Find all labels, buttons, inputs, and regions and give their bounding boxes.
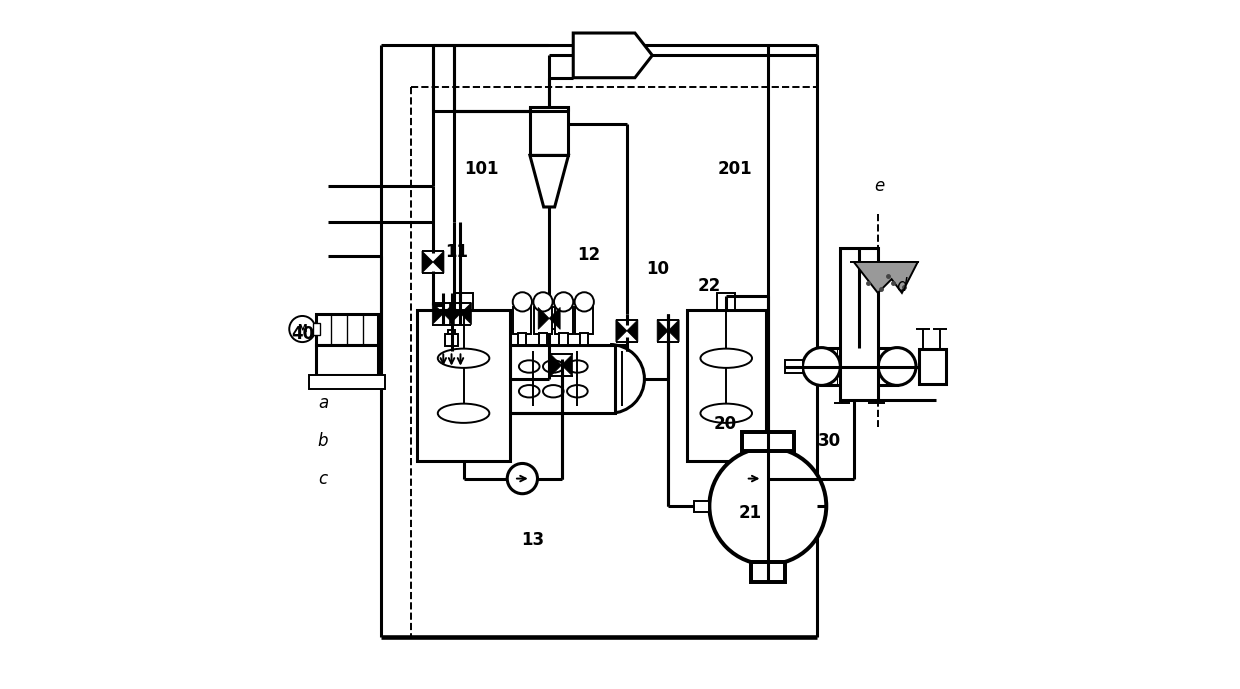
Polygon shape: [538, 307, 549, 329]
Polygon shape: [657, 320, 668, 342]
Polygon shape: [549, 307, 560, 329]
Bar: [821, 347, 897, 385]
Polygon shape: [449, 302, 460, 325]
Ellipse shape: [543, 360, 564, 373]
Bar: [919, 349, 946, 384]
Bar: [309, 376, 384, 389]
Bar: [554, 307, 573, 334]
Bar: [316, 313, 378, 344]
Polygon shape: [433, 251, 444, 273]
Circle shape: [554, 292, 573, 311]
Bar: [839, 248, 878, 400]
Circle shape: [802, 347, 841, 385]
Polygon shape: [551, 354, 562, 376]
Polygon shape: [573, 33, 652, 78]
Text: c: c: [319, 470, 327, 488]
Ellipse shape: [543, 385, 564, 398]
Polygon shape: [627, 320, 637, 342]
Bar: [534, 307, 552, 334]
Polygon shape: [433, 302, 443, 325]
Bar: [575, 307, 593, 334]
Bar: [750, 562, 785, 582]
Text: 22: 22: [698, 277, 720, 295]
Bar: [694, 501, 709, 512]
Bar: [312, 323, 320, 336]
Text: 21: 21: [739, 504, 763, 522]
Ellipse shape: [438, 404, 490, 423]
Circle shape: [574, 292, 594, 311]
Text: 10: 10: [646, 260, 670, 278]
Polygon shape: [854, 262, 918, 293]
Bar: [513, 307, 531, 334]
Text: e: e: [874, 177, 884, 196]
Text: b: b: [317, 432, 329, 450]
Bar: [529, 107, 568, 156]
Bar: [316, 344, 378, 376]
Text: 11: 11: [445, 243, 467, 260]
Bar: [717, 293, 735, 310]
Polygon shape: [422, 251, 433, 273]
Bar: [559, 333, 568, 344]
Ellipse shape: [518, 360, 539, 373]
Bar: [511, 344, 615, 413]
Bar: [539, 333, 547, 344]
Ellipse shape: [567, 360, 588, 373]
Bar: [449, 329, 455, 334]
Text: 30: 30: [818, 432, 841, 450]
Bar: [445, 334, 458, 346]
Polygon shape: [443, 302, 454, 325]
Text: a: a: [317, 394, 329, 412]
Text: 13: 13: [521, 531, 544, 549]
Polygon shape: [460, 302, 471, 325]
Text: 201: 201: [718, 160, 753, 178]
Bar: [455, 293, 472, 310]
Text: 40: 40: [290, 325, 314, 343]
Ellipse shape: [567, 385, 588, 398]
Bar: [687, 310, 766, 462]
Ellipse shape: [701, 349, 751, 368]
Text: M: M: [298, 324, 308, 334]
Ellipse shape: [518, 385, 539, 398]
Text: 101: 101: [464, 160, 498, 178]
Circle shape: [512, 292, 532, 311]
Text: d: d: [897, 277, 908, 295]
Polygon shape: [562, 354, 573, 376]
Bar: [518, 333, 527, 344]
Circle shape: [533, 292, 553, 311]
Text: 20: 20: [714, 415, 737, 433]
Bar: [580, 333, 588, 344]
Ellipse shape: [438, 349, 490, 368]
Circle shape: [709, 448, 826, 564]
Circle shape: [289, 316, 315, 342]
Text: 12: 12: [578, 246, 600, 264]
Bar: [742, 432, 794, 451]
Circle shape: [507, 464, 537, 494]
Bar: [785, 360, 802, 373]
Ellipse shape: [701, 404, 751, 423]
Polygon shape: [616, 320, 627, 342]
Bar: [417, 310, 510, 462]
Polygon shape: [668, 320, 680, 342]
Circle shape: [878, 347, 916, 385]
Circle shape: [739, 464, 769, 494]
